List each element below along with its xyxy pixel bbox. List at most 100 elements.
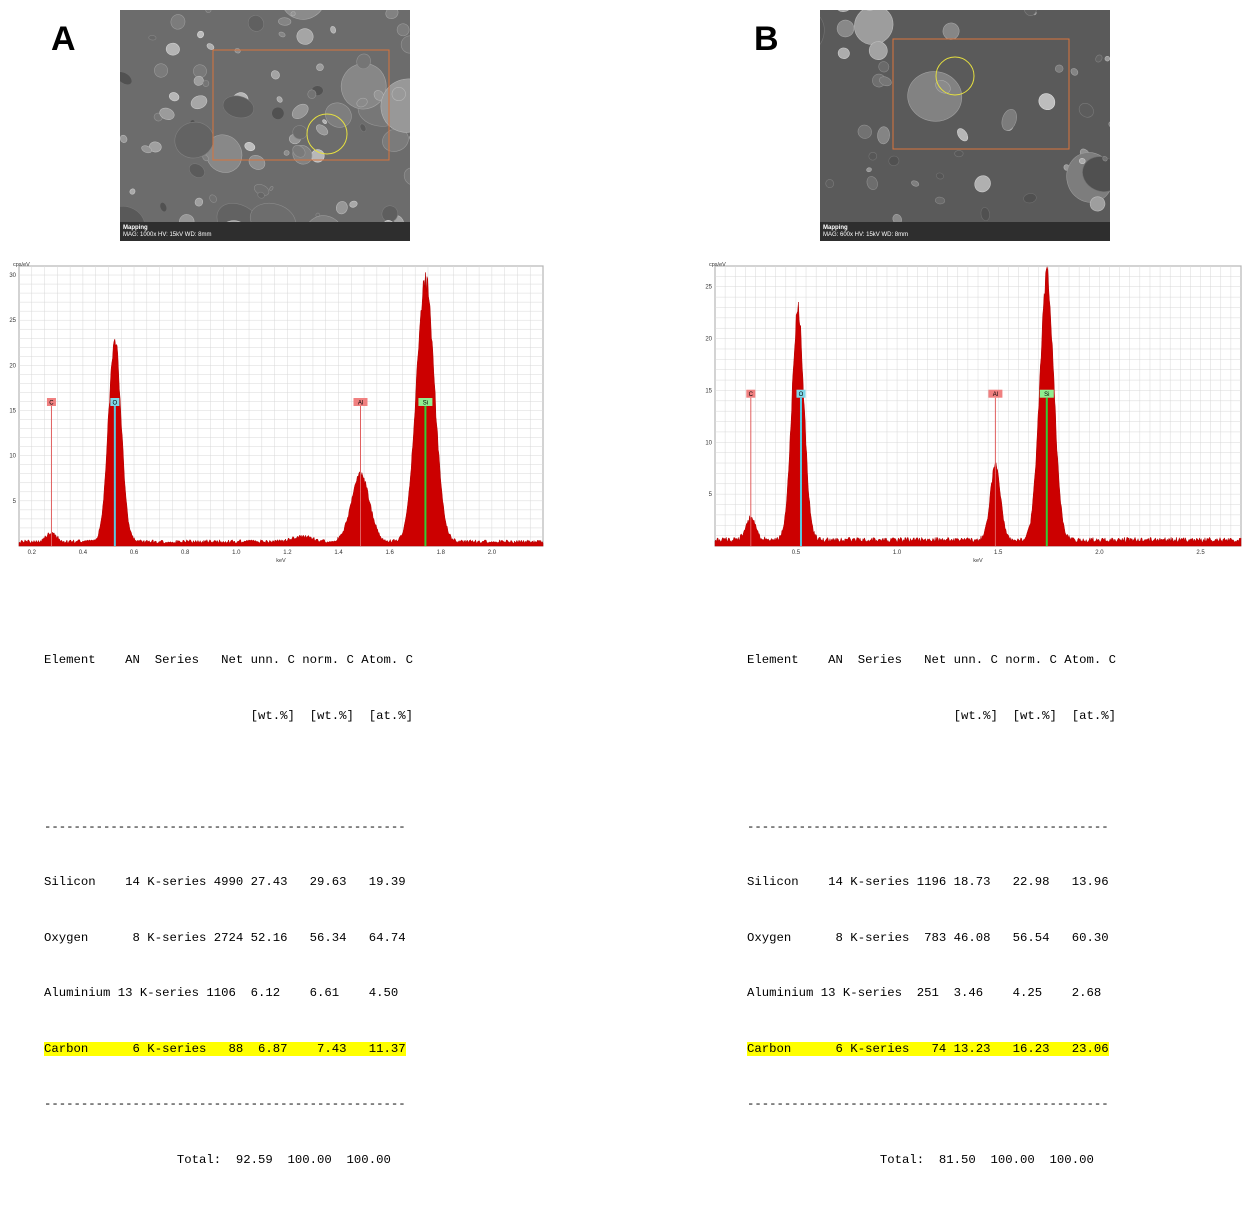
sem-caption: Mapping MAG: 600x HV: 15kV WD: 8mm xyxy=(820,222,1110,241)
sem-particle xyxy=(1089,196,1106,212)
sem-particle xyxy=(974,175,991,193)
sem-particle xyxy=(866,167,872,173)
x-tick-label: 0.2 xyxy=(28,550,37,556)
x-tick-label: 0.4 xyxy=(79,550,88,556)
sem-particle xyxy=(911,180,920,187)
x-tick-label: 1.0 xyxy=(232,550,241,556)
y-axis-label: cps/eV xyxy=(13,262,30,268)
panel-b: B Mapping MAG: 600x HV: 15kV WD: 8mm C O A… xyxy=(623,0,1246,1167)
y-tick-label: 25 xyxy=(705,285,712,291)
sem-particle xyxy=(857,124,872,139)
table-row: Oxygen 8 K-series 2724 52.16 56.34 64.74 xyxy=(44,930,406,945)
y-tick-label: 20 xyxy=(9,363,16,369)
mapping-region-rect xyxy=(892,38,1070,150)
sem-particle xyxy=(209,194,217,203)
sem-particle xyxy=(330,26,337,34)
sem-particle xyxy=(1070,68,1079,76)
sem-particle xyxy=(837,47,850,59)
table-separator: ----------------------------------------… xyxy=(44,819,406,834)
sem-particle xyxy=(205,134,243,173)
sem-particle xyxy=(188,163,205,178)
peak-label: O xyxy=(799,392,804,398)
peak-label-box xyxy=(110,398,120,406)
sem-caption-params: MAG: 600x HV: 15kV WD: 8mm xyxy=(823,232,909,238)
table-units: [wt.%] [wt.%] [at.%] xyxy=(747,708,1116,723)
peak-label-box xyxy=(746,389,756,398)
sem-particle xyxy=(834,10,852,13)
sem-particle xyxy=(1102,156,1108,162)
table-row: Silicon 14 K-series 1196 18.73 22.98 13.… xyxy=(747,875,1109,889)
table-separator: ----------------------------------------… xyxy=(44,1097,406,1111)
sem-particle xyxy=(292,145,306,158)
peak-label: Al xyxy=(993,392,998,398)
table-header: Element AN Series Net unn. C norm. C Ato… xyxy=(747,653,1116,667)
sem-particle xyxy=(825,179,835,188)
sem-particle xyxy=(270,70,280,80)
x-tick-label: 1.2 xyxy=(283,550,292,556)
sem-caption-title: Mapping xyxy=(123,225,148,231)
sem-particle xyxy=(391,87,406,102)
sem-particle xyxy=(1095,54,1103,63)
sem-particle xyxy=(349,200,358,208)
y-tick-label: 15 xyxy=(9,409,16,415)
sem-particle xyxy=(149,141,162,153)
sem-particle xyxy=(202,80,210,87)
x-tick-label: 1.4 xyxy=(334,550,343,556)
sem-particle xyxy=(170,14,186,30)
x-tick-label: 2.0 xyxy=(488,550,497,556)
sem-particle xyxy=(957,128,969,142)
sem-particle xyxy=(868,151,878,161)
sem-particle xyxy=(335,201,348,215)
sem-particle xyxy=(120,71,133,86)
sem-particle xyxy=(206,43,215,50)
sem-particle xyxy=(271,106,285,120)
table-row-highlighted: Carbon 6 K-series 74 13.23 16.23 23.06 xyxy=(747,1041,1109,1056)
table-separator: ----------------------------------------… xyxy=(747,1097,1109,1111)
sem-particle xyxy=(836,19,855,38)
sem-particle xyxy=(194,197,204,207)
sem-particle xyxy=(283,150,290,156)
table-row: Silicon 14 K-series 4990 27.43 29.63 19.… xyxy=(44,875,406,889)
eds-table: Element AN Series Net unn. C norm. C Ato… xyxy=(747,614,1116,1206)
sem-particle xyxy=(356,97,368,108)
sem-particle xyxy=(148,35,157,41)
analysis-spot-circle xyxy=(306,113,348,155)
peak-label-box xyxy=(988,389,1003,398)
sem-particle xyxy=(385,10,399,20)
sem-particle xyxy=(877,126,890,145)
eds-table: Element AN Series Net unn. C norm. C Ato… xyxy=(44,614,413,1206)
table-units: [wt.%] [wt.%] [at.%] xyxy=(44,708,413,723)
table-row: Aluminium 13 K-series 251 3.46 4.25 2.68 xyxy=(747,986,1102,1000)
sem-particle xyxy=(1001,108,1017,131)
sem-particle xyxy=(276,96,283,103)
sem-particle xyxy=(296,28,314,45)
table-row: Aluminium 13 K-series 1106 6.12 6.61 4.5… xyxy=(44,986,399,1000)
sem-particle xyxy=(878,61,890,73)
sem-particle xyxy=(325,102,352,128)
sem-particle xyxy=(400,35,410,54)
sem-particle xyxy=(356,53,371,70)
y-tick-label: 10 xyxy=(705,440,712,446)
sem-particle xyxy=(954,150,964,158)
sem-caption-params: MAG: 1000x HV: 15kV WD: 8mm xyxy=(123,232,212,238)
sem-particle xyxy=(1082,156,1110,192)
sem-particle xyxy=(193,75,204,86)
table-blank xyxy=(747,762,1116,781)
sem-particle xyxy=(120,134,128,143)
sem-particle xyxy=(1054,64,1064,73)
sem-particle xyxy=(359,123,367,133)
sem-particle xyxy=(854,10,894,45)
sem-particle xyxy=(205,10,212,13)
sem-caption-title: Mapping xyxy=(823,225,848,231)
sem-particle xyxy=(280,10,327,20)
sem-particle xyxy=(935,80,951,94)
y-tick-label: 5 xyxy=(13,499,17,505)
sem-particle xyxy=(129,188,136,195)
table-total: Total: 92.59 100.00 100.00 xyxy=(44,1152,391,1167)
peak-label: C xyxy=(49,401,54,407)
x-axis-label: keV xyxy=(276,558,286,562)
y-tick-label: 20 xyxy=(705,337,712,343)
sem-particle xyxy=(1104,55,1110,62)
sem-particle xyxy=(269,186,274,191)
spectrum-series xyxy=(18,272,544,547)
